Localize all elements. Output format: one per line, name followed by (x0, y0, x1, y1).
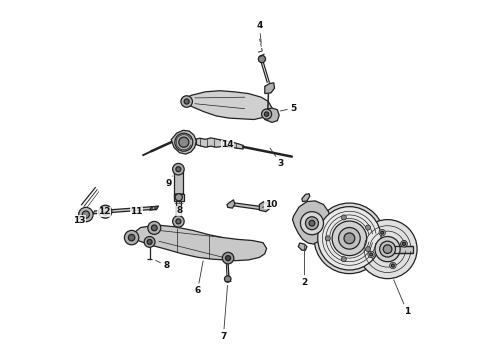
Text: 3: 3 (270, 148, 284, 168)
Circle shape (79, 207, 93, 222)
Circle shape (342, 257, 346, 262)
Circle shape (383, 245, 392, 253)
Circle shape (325, 236, 330, 241)
Circle shape (401, 240, 407, 247)
Polygon shape (176, 198, 181, 220)
Circle shape (124, 230, 139, 245)
Circle shape (184, 99, 189, 104)
Circle shape (403, 242, 405, 245)
Text: 12: 12 (98, 207, 110, 216)
Text: 1: 1 (393, 280, 410, 316)
Polygon shape (265, 108, 279, 122)
Text: 5: 5 (280, 104, 297, 112)
Polygon shape (349, 235, 388, 253)
Circle shape (368, 251, 374, 258)
Circle shape (128, 234, 135, 241)
Circle shape (380, 241, 395, 257)
Circle shape (262, 109, 271, 119)
Circle shape (222, 252, 234, 264)
Circle shape (151, 225, 157, 231)
Text: 6: 6 (195, 261, 203, 295)
Circle shape (300, 212, 323, 235)
Circle shape (358, 220, 417, 279)
Circle shape (381, 231, 384, 234)
Circle shape (314, 203, 385, 274)
Circle shape (175, 133, 193, 151)
Circle shape (392, 264, 394, 267)
Polygon shape (389, 246, 413, 253)
Polygon shape (93, 207, 153, 214)
Circle shape (175, 194, 182, 201)
Circle shape (369, 253, 372, 256)
Circle shape (148, 221, 161, 234)
Text: 13: 13 (73, 215, 86, 225)
Polygon shape (174, 169, 183, 198)
Circle shape (344, 233, 355, 244)
Text: 10: 10 (262, 200, 277, 209)
Circle shape (176, 167, 181, 172)
Text: 4: 4 (256, 21, 263, 43)
Polygon shape (302, 194, 310, 202)
Circle shape (401, 240, 407, 247)
Circle shape (104, 210, 107, 213)
Circle shape (99, 205, 112, 218)
Polygon shape (149, 206, 159, 210)
Circle shape (332, 221, 367, 256)
Polygon shape (79, 210, 92, 220)
Circle shape (305, 217, 318, 230)
Circle shape (102, 208, 109, 215)
Circle shape (225, 256, 231, 261)
Polygon shape (293, 201, 331, 244)
Circle shape (258, 55, 266, 63)
Circle shape (339, 228, 360, 249)
Polygon shape (229, 202, 262, 210)
Polygon shape (128, 225, 267, 261)
Circle shape (82, 211, 90, 218)
Circle shape (318, 207, 381, 270)
Text: 7: 7 (220, 285, 227, 341)
Text: 8: 8 (156, 260, 170, 270)
Circle shape (144, 237, 155, 247)
Circle shape (265, 112, 269, 116)
Circle shape (379, 229, 386, 236)
Text: 9: 9 (165, 176, 172, 188)
Polygon shape (171, 130, 196, 154)
Circle shape (342, 215, 346, 220)
Circle shape (147, 239, 152, 244)
Circle shape (179, 137, 189, 147)
Circle shape (176, 219, 181, 224)
Polygon shape (259, 202, 270, 212)
Circle shape (375, 237, 400, 262)
Text: 8: 8 (176, 202, 183, 215)
Text: 14: 14 (220, 140, 234, 149)
Circle shape (366, 225, 370, 230)
Circle shape (172, 216, 184, 227)
Polygon shape (265, 83, 274, 94)
Circle shape (224, 276, 231, 282)
Polygon shape (196, 138, 243, 149)
Polygon shape (182, 91, 272, 120)
Circle shape (403, 242, 405, 245)
Polygon shape (174, 194, 184, 201)
Circle shape (181, 96, 193, 107)
Circle shape (172, 163, 184, 175)
Circle shape (390, 262, 396, 269)
Text: 11: 11 (130, 207, 143, 216)
Polygon shape (298, 243, 307, 250)
Text: 2: 2 (301, 246, 308, 287)
Circle shape (366, 247, 370, 252)
Circle shape (309, 220, 315, 226)
Polygon shape (227, 200, 235, 208)
